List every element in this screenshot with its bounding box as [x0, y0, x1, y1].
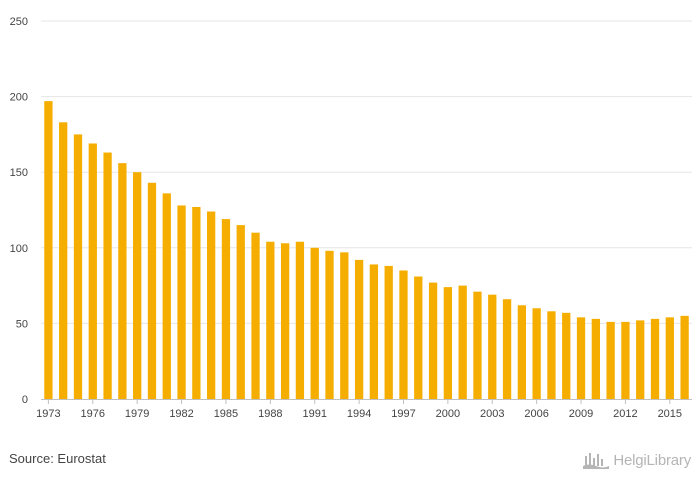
bar-2005 [517, 305, 526, 399]
bars [44, 101, 689, 400]
bar-1980 [147, 182, 157, 399]
bar-2014 [650, 318, 660, 399]
bar-2008 [562, 312, 571, 399]
y-tick-label: 150 [10, 167, 28, 179]
bar-1985 [221, 219, 231, 399]
y-tick-label: 0 [22, 394, 28, 406]
x-tick-label: 1985 [214, 408, 238, 420]
x-tick-label: 1991 [302, 408, 326, 420]
brand-watermark: HelgiLibrary [583, 449, 691, 471]
bar-1993 [340, 252, 349, 399]
bar-1995 [369, 264, 379, 399]
bar-2001 [458, 285, 467, 399]
bar-1991 [310, 247, 319, 399]
bar-1982 [177, 205, 186, 399]
x-axis: 1973 1976 1979 1982 1985 1988 1991 1994 1997 2000… [36, 399, 692, 420]
bar-1976 [88, 143, 97, 399]
y-tick-label: 50 [16, 318, 28, 330]
bar-1994 [354, 259, 364, 399]
x-tick-label: 2015 [658, 408, 682, 420]
bar-2016 [680, 315, 689, 399]
y-tick-label: 250 [10, 16, 28, 28]
bar-1998 [414, 276, 423, 399]
source-note: Source: Eurostat [9, 451, 106, 466]
bar-1981 [162, 193, 171, 399]
y-tick-label: 200 [10, 92, 28, 104]
bar-2006 [532, 308, 541, 399]
x-tick-label: 1979 [125, 408, 149, 420]
bar-1987 [251, 232, 260, 399]
x-tick-label: 1994 [347, 408, 371, 420]
x-tick-label: 1997 [391, 408, 415, 420]
bar-1990 [295, 241, 305, 399]
x-tick-label: 1982 [169, 408, 193, 420]
bar-2000 [443, 287, 453, 399]
bar-chart: 0 50 100 150 200 250 1973 1976 1979 1982 1985 1988… [10, 16, 692, 420]
bar-1984 [207, 211, 216, 399]
bar-1997 [399, 270, 408, 399]
bar-2004 [502, 299, 512, 399]
bar-1988 [266, 241, 275, 399]
bar-2015 [665, 317, 674, 399]
bar-1974 [59, 122, 68, 400]
bar-1983 [192, 206, 201, 399]
brand-name: HelgiLibrary [613, 451, 691, 469]
bar-1999 [428, 282, 438, 399]
x-tick-label: 2006 [524, 408, 548, 420]
bar-1986 [236, 225, 245, 399]
y-axis-labels: 0 50 100 150 200 250 [10, 16, 28, 406]
bar-2012 [621, 321, 630, 399]
x-tick-label: 1988 [258, 408, 282, 420]
bar-1989 [280, 243, 290, 399]
x-tick-label: 2009 [569, 408, 593, 420]
x-tick-label: 2000 [436, 408, 460, 420]
x-tick-label: 2003 [480, 408, 504, 420]
bar-1975 [73, 134, 83, 399]
bar-2002 [473, 291, 482, 399]
bar-1978 [118, 163, 127, 399]
y-tick-label: 100 [10, 243, 28, 255]
bar-2009 [576, 317, 586, 399]
bar-2011 [606, 321, 615, 399]
bar-1996 [384, 265, 393, 399]
bar-1979 [133, 172, 142, 399]
bar-1973 [44, 101, 53, 399]
bar-1977 [103, 152, 112, 399]
x-tick-label: 1973 [36, 408, 60, 420]
bar-1992 [325, 250, 334, 399]
x-tick-label: 1976 [81, 408, 105, 420]
bar-2010 [591, 318, 600, 399]
x-tick-label: 2012 [613, 408, 637, 420]
bar-2007 [547, 311, 556, 399]
helgi-library-logo-icon [583, 453, 610, 469]
bar-2003 [488, 294, 497, 399]
bar-2013 [636, 320, 645, 399]
